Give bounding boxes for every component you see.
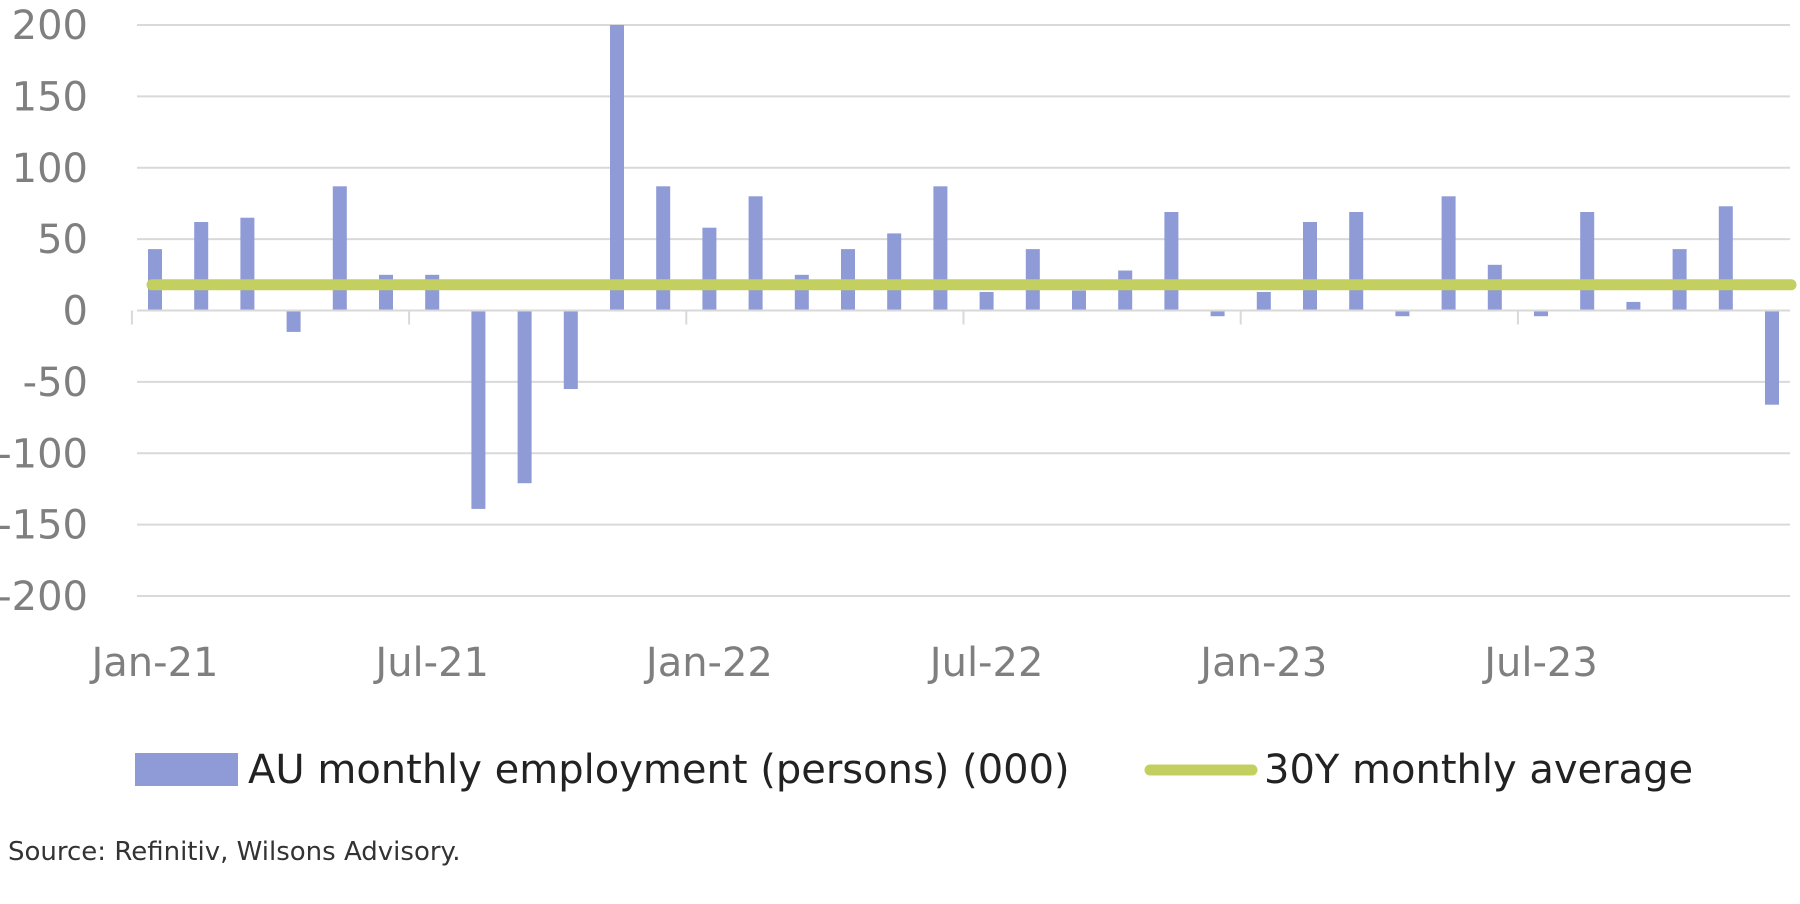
legend: AU monthly employment (persons) (000) 30… [135,747,1693,793]
source-note: Source: Refinitiv, Wilsons Advisory. [8,837,461,867]
bar [1072,290,1086,311]
bar [1210,310,1225,317]
bar [610,25,624,311]
bar [517,310,532,484]
bar [1765,310,1779,405]
bar [933,186,948,311]
bar [1303,221,1317,311]
legend-swatch-employment [135,753,238,786]
x-tick-label: Jul-23 [1481,640,1598,686]
y-tick-label: -50 [23,360,88,406]
x-tick-label: Jan-21 [89,640,219,686]
x-tick-label: Jan-23 [1197,640,1327,686]
bar [563,310,578,390]
bar [1626,301,1641,311]
bar [1534,310,1548,317]
y-tick-label: 50 [37,217,88,263]
bar [1580,212,1595,311]
y-tick-label: 0 [63,289,88,335]
bar [286,310,301,332]
bar [332,186,347,311]
y-tick-label: -200 [0,574,88,620]
legend-label-average: 30Y monthly average [1264,747,1693,793]
bar [979,291,994,311]
bar [1395,310,1410,317]
y-tick-label: 100 [12,146,88,192]
bar [471,310,486,509]
y-axis-tick-labels: 200 150 100 50 0 -50 -100 -150 -200 [0,3,88,620]
bar [702,227,717,311]
legend-label-employment: AU monthly employment (persons) (000) [248,747,1070,793]
bar [240,217,255,311]
bars [148,25,1779,509]
bar [656,186,671,311]
bar [194,221,209,311]
x-axis-tick-labels: Jan-21 Jul-21 Jan-22 Jul-22 Jan-23 Jul-23 [89,640,1598,686]
bar [748,196,763,311]
x-axis [130,309,1790,325]
y-tick-label: 150 [12,74,88,120]
bar [1164,212,1179,311]
x-tick-label: Jan-22 [643,640,773,686]
bar [1441,196,1456,311]
y-tick-label: -100 [0,431,88,477]
bar [1256,291,1271,311]
bar [1349,212,1364,311]
bar [1118,270,1133,311]
y-tick-label: 200 [12,3,88,49]
bar [887,233,902,311]
x-tick-label: Jul-22 [927,640,1044,686]
y-tick-label: -150 [0,503,88,549]
bar [1718,206,1733,311]
x-tick-label: Jul-21 [372,640,489,686]
